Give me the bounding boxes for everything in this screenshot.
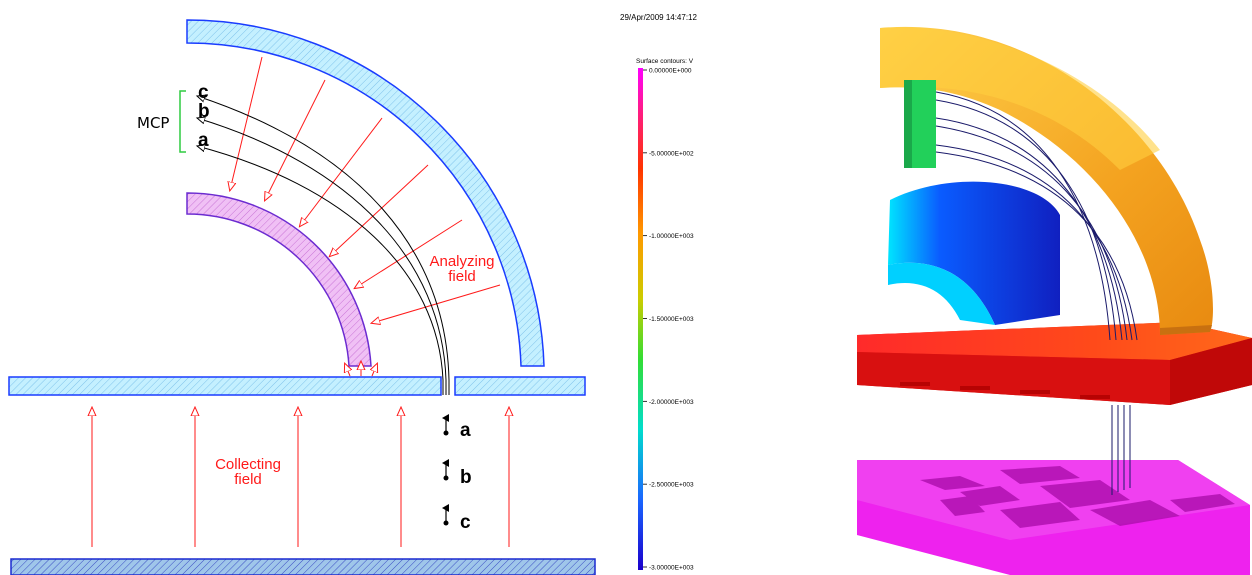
collecting-plate-left [8,376,442,396]
outer-electrode [186,19,545,367]
collecting-plate-right [454,376,586,396]
ion-a [442,414,449,436]
model-3d-panel [857,26,1252,575]
timestamp: 29/Apr/2009 14:47:12 [620,13,698,22]
trajectories-3d [935,91,1138,495]
analyzing-field-label: Analyzing [429,253,494,270]
colorbar-tick-label: -1.00000E+003 [649,233,694,240]
ion-label-b: b [460,467,472,488]
ion-label-c: c [460,512,471,533]
collecting-field-label: Collecting [215,456,281,473]
exit-arrows [345,362,377,377]
mcp-detector [179,90,186,153]
colorbar-tick-label: -5.00000E+002 [649,150,694,157]
inner-electrode [186,192,372,367]
ion-b [442,459,449,481]
colorbar-tick-label: -1.50000E+003 [649,316,694,323]
analyzing-field-label-2: field [448,268,476,285]
analyzing-field-arrows [230,56,501,323]
trajectory-label-c: c [198,82,209,103]
ion-c [442,504,449,526]
colorbar-tick-label: 0.00000E+000 [649,68,692,75]
collecting-field-arrows [92,408,509,547]
colorbar-tick-label: -2.00000E+003 [649,399,694,406]
colorbar-tick-label: -3.00000E+003 [649,565,694,572]
trajectory-label-b: b [198,101,210,122]
colorbar-tick-label: -2.50000E+003 [649,482,694,489]
schematic-panel: MCP c b a Analyzing field Collecting fie… [8,19,596,575]
inner-electrode-3d [888,181,1060,325]
colorbar-gradient [638,68,643,570]
mcp-label: MCP [137,114,169,132]
colorbar-title: Surface contours: V [636,58,694,65]
colorbar-ticks: 0.00000E+000 -5.00000E+002 -1.00000E+003 -1… [643,68,694,572]
ion-label-a: a [460,420,471,441]
ion-trajectories [197,96,450,395]
collecting-field-label-2: field [234,471,262,488]
bottom-plate [10,558,596,575]
trajectory-label-a: a [198,130,209,151]
colorbar-panel: 29/Apr/2009 14:47:12 Surface contours: V… [620,13,698,572]
